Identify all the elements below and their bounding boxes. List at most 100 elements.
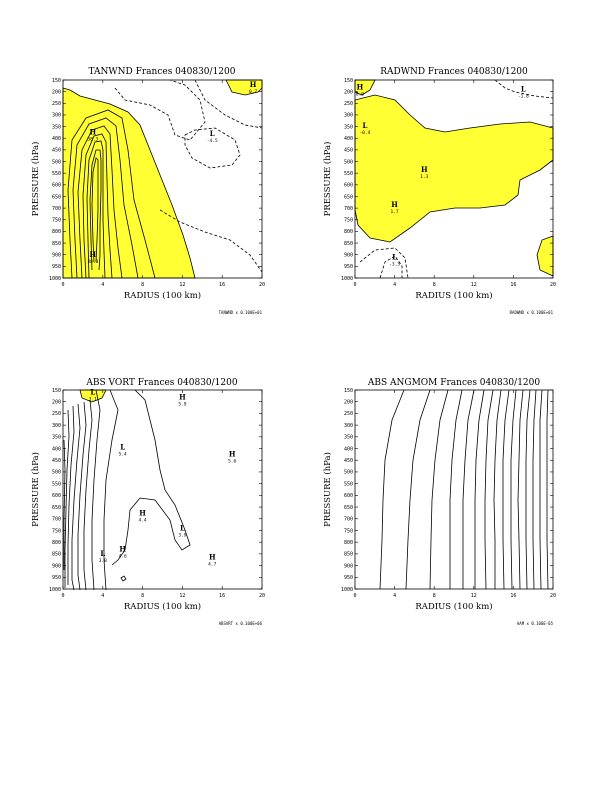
- y-tick-label: 600: [344, 183, 353, 189]
- extremum-value: 5.4: [119, 452, 127, 458]
- y-tick-label: 800: [344, 540, 353, 546]
- y-tick-label: 600: [344, 493, 353, 499]
- extremum-marker-low: L: [100, 549, 105, 558]
- y-axis-label: PRESSURE (hPa): [30, 452, 41, 527]
- extremum-marker-low: L: [521, 85, 526, 94]
- y-tick-label: 350: [344, 435, 353, 441]
- panel-title: ABS VORT Frances 040830/1200: [85, 378, 237, 388]
- extremum-value: 1.3: [420, 174, 428, 180]
- plot-frame: [354, 389, 554, 590]
- extremum-value: 5.9: [178, 401, 186, 407]
- x-tick-label: 16: [219, 282, 225, 288]
- y-tick-label: 850: [344, 241, 353, 247]
- x-tick-label: 0: [61, 282, 64, 288]
- extremum-marker-high: H: [391, 200, 398, 209]
- y-tick-label: 850: [52, 552, 61, 558]
- y-tick-label: 700: [52, 206, 61, 212]
- y-tick-label: 350: [52, 435, 61, 441]
- y-tick-label: 400: [52, 136, 61, 142]
- x-axis-label: RADIUS (100 km): [124, 290, 201, 301]
- y-tick-label: 200: [344, 400, 353, 406]
- plot-frame: [62, 79, 263, 279]
- extremum-marker-low: L: [180, 523, 185, 532]
- x-axis-label: RADIUS (100 km): [415, 290, 492, 301]
- x-tick-label: 16: [510, 593, 516, 599]
- y-tick-label: 250: [52, 411, 61, 417]
- panel-title: TANWND Frances 040830/1200: [89, 67, 236, 77]
- extremum-value: 38.3: [87, 137, 98, 143]
- y-tick-label: 700: [52, 517, 61, 523]
- extremum-marker-low: L: [362, 121, 367, 130]
- y-tick-label: 450: [344, 458, 353, 464]
- x-tick-label: 8: [433, 593, 436, 599]
- extremum-value: 3.9: [178, 532, 186, 538]
- contour-lines: [359, 79, 554, 279]
- y-tick-label: 700: [344, 517, 353, 523]
- y-tick-label: 1000: [341, 587, 353, 593]
- y-axis-label: PRESSURE (hPa): [30, 142, 41, 217]
- y-tick-label: 150: [344, 78, 353, 84]
- extremum-value: -3.3: [389, 261, 400, 267]
- x-axis-label: RADIUS (100 km): [415, 601, 492, 612]
- extremum-value: -1.8: [518, 94, 529, 100]
- panel-abs-angmom: ABS ANGMOM Frances 040830/1200 150200250…: [322, 378, 556, 626]
- x-tick-label: 12: [179, 282, 185, 288]
- x-tick-label: 20: [550, 593, 556, 599]
- y-tick-label: 350: [344, 124, 353, 130]
- y-tick-label: 850: [52, 241, 61, 247]
- y-tick-label: 1000: [49, 276, 61, 282]
- x-tick-label: 12: [471, 593, 477, 599]
- y-tick-label: 250: [344, 411, 353, 417]
- panel-abs-vort: ABS VORT Frances 040830/1200 15020025030…: [30, 378, 265, 626]
- scale-footer: ABSVRT x 0.100E+06: [219, 621, 263, 626]
- y-tick-label: 850: [344, 552, 353, 558]
- x-tick-label: 20: [259, 282, 265, 288]
- panel-radwnd: RADWND Frances 040830/1200 1502002503003…: [322, 67, 556, 315]
- y-tick-label: 500: [344, 159, 353, 165]
- scale-footer: AAM x 0.100E-05: [517, 621, 554, 626]
- x-tick-label: 12: [179, 593, 185, 599]
- x-tick-label: 4: [101, 282, 104, 288]
- extremum-marker-high: H: [90, 128, 97, 137]
- y-tick-label: 700: [344, 206, 353, 212]
- y-tick-label: 600: [52, 493, 61, 499]
- x-tick-label: 0: [353, 593, 356, 599]
- y-tick-label: 650: [52, 194, 61, 200]
- y-tick-label: 250: [52, 101, 61, 107]
- y-tick-label: 500: [52, 159, 61, 165]
- x-tick-label: 8: [141, 282, 144, 288]
- scale-footer: RADWND x 0.100E+01: [510, 310, 554, 315]
- contour-lines: [379, 389, 549, 590]
- extremum-marker-high: H: [90, 250, 97, 259]
- y-tick-label: 400: [344, 136, 353, 142]
- extremum-value: 1.7: [391, 209, 399, 215]
- x-tick-label: 8: [433, 282, 436, 288]
- extremum-value: -4.5: [207, 138, 218, 144]
- x-tick-label: 16: [219, 593, 225, 599]
- y-tick-label: 900: [52, 563, 61, 569]
- y-axis-label: PRESSURE (hPa): [322, 142, 333, 217]
- y-tick-label: 950: [344, 575, 353, 581]
- extremum-value: 4.4: [139, 517, 147, 523]
- extremum-marker-high: H: [179, 392, 186, 401]
- y-tick-label: 450: [52, 148, 61, 154]
- extremum-value: 5.6: [228, 459, 236, 465]
- y-tick-label: 550: [344, 171, 353, 177]
- x-tick-label: 8: [141, 593, 144, 599]
- x-tick-label: 0: [353, 282, 356, 288]
- y-tick-label: 550: [52, 481, 61, 487]
- extremum-value: 38.8: [87, 259, 98, 265]
- extremum-value: 4.7: [208, 562, 216, 568]
- y-tick-label: 950: [52, 575, 61, 581]
- y-tick-label: 300: [344, 423, 353, 429]
- y-tick-label: 750: [52, 528, 61, 534]
- extremum-value: 3.1: [89, 397, 97, 403]
- plot-frame: [62, 389, 263, 590]
- filled-regions: [354, 79, 554, 277]
- y-tick-label: 150: [52, 78, 61, 84]
- x-tick-label: 4: [101, 593, 104, 599]
- y-tick-label: 550: [344, 481, 353, 487]
- extremum-marker-low: L: [392, 252, 397, 261]
- extremum-marker-low: L: [120, 443, 125, 452]
- y-tick-label: 400: [52, 446, 61, 452]
